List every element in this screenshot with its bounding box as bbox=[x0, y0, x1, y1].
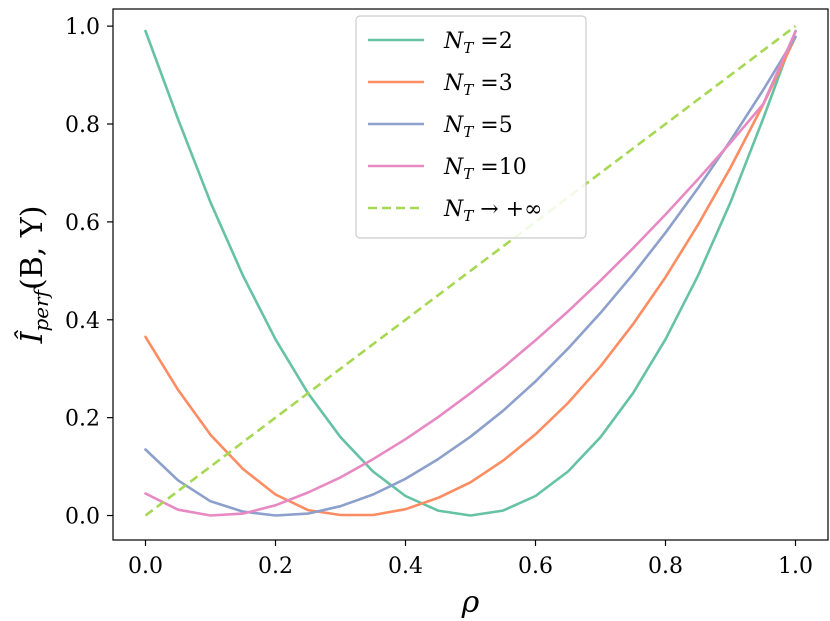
series-line bbox=[144, 35, 797, 517]
x-axis-label: ρ bbox=[461, 585, 480, 620]
legend-label-symbol: N bbox=[443, 113, 464, 138]
legend-label-subscript: T bbox=[463, 165, 474, 183]
series-line bbox=[144, 35, 797, 517]
x-axis: 0.0 0.2 0.4 0.6 0.8 1.0 bbox=[128, 540, 813, 579]
series-line bbox=[144, 25, 797, 517]
series-layer bbox=[144, 25, 797, 517]
legend-label-value: =5 bbox=[473, 113, 512, 138]
x-tick-label: 0.0 bbox=[128, 554, 163, 579]
legend-label: NT =5 bbox=[443, 113, 513, 141]
legend-label-subscript: T bbox=[463, 39, 474, 57]
y-tick-label: 0.6 bbox=[65, 211, 100, 236]
y-tick-label: 0.4 bbox=[65, 309, 100, 334]
y-tick-label: 0.8 bbox=[65, 113, 100, 138]
legend-label-symbol: N bbox=[443, 29, 464, 54]
y-axis-label-main: Î bbox=[14, 329, 50, 344]
legend-label-value: =2 bbox=[473, 29, 512, 54]
series-line bbox=[144, 30, 797, 517]
y-axis-label: Îperf(B, Y) bbox=[14, 206, 53, 345]
legend-label: NT =2 bbox=[443, 29, 513, 57]
legend-label-value: =10 bbox=[473, 155, 526, 180]
legend-label: NT =10 bbox=[443, 155, 527, 183]
legend-label-value: =3 bbox=[473, 71, 512, 96]
legend-label: NT =3 bbox=[443, 71, 513, 99]
y-tick-label: 0.0 bbox=[65, 505, 100, 530]
legend-label-value: → +∞ bbox=[473, 197, 542, 222]
legend-label-subscript: T bbox=[463, 123, 474, 141]
legend-label-symbol: N bbox=[443, 155, 464, 180]
y-axis-label-sub: perf bbox=[29, 286, 53, 331]
legend-label-subscript: T bbox=[463, 81, 474, 99]
x-tick-label: 0.4 bbox=[388, 554, 423, 579]
x-tick-label: 0.6 bbox=[518, 554, 553, 579]
x-tick-label: 0.8 bbox=[648, 554, 683, 579]
series-line bbox=[144, 29, 797, 517]
y-tick-label: 1.0 bbox=[65, 15, 100, 40]
plot-frame bbox=[112, 8, 829, 541]
y-axis: 0.0 0.2 0.4 0.6 0.8 1.0 bbox=[65, 15, 113, 530]
y-axis-label-args: (B, Y) bbox=[15, 206, 50, 290]
legend-label: NT → +∞ bbox=[443, 197, 542, 225]
legend-label-symbol: N bbox=[443, 71, 464, 96]
legend-label-symbol: N bbox=[443, 197, 464, 222]
legend-label-subscript: T bbox=[463, 207, 474, 225]
legend-box bbox=[355, 15, 587, 239]
x-tick-label: 0.2 bbox=[258, 554, 293, 579]
y-tick-label: 0.2 bbox=[65, 407, 100, 432]
x-tick-label: 1.0 bbox=[778, 554, 813, 579]
